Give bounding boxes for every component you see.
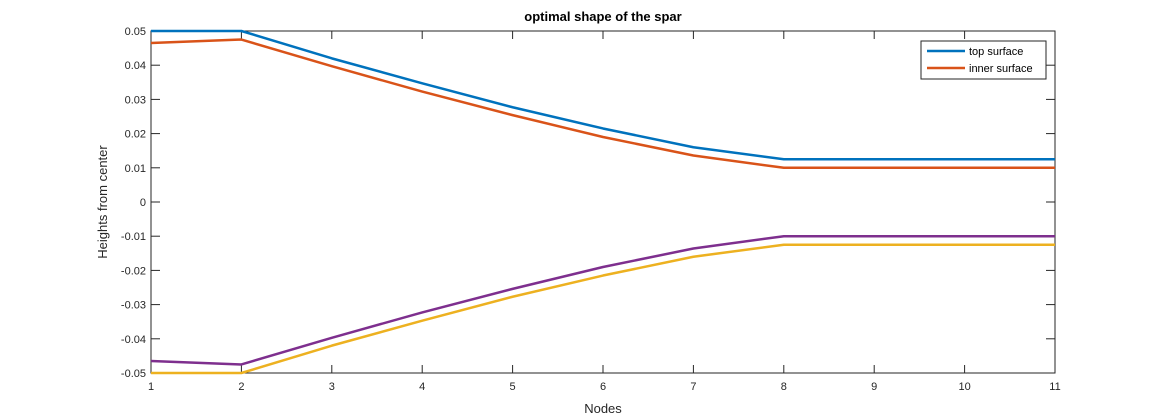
x-axis-label: Nodes (584, 401, 622, 416)
y-tick-label: 0.03 (125, 94, 146, 106)
y-axis-ticks: 0.05 0.04 0.03 0.02 0.01 0 -0.01 -0.02 -0.03 -0.0… (121, 26, 1055, 380)
y-tick-label: 0.05 (125, 26, 146, 38)
series-line-1 (151, 29, 1055, 161)
plot-area (150, 30, 1056, 374)
x-tick-label: 2 (238, 381, 244, 393)
x-tick-label: 8 (781, 381, 787, 393)
x-axis-ticks: 1 2 3 4 5 6 7 8 9 10 11 (148, 31, 1061, 393)
series-layer (150, 29, 1055, 375)
y-tick-label: -0.05 (121, 368, 146, 380)
x-tick-label: 10 (958, 381, 970, 393)
y-tick-label: 0.02 (125, 129, 146, 141)
x-tick-label: 4 (419, 381, 425, 393)
y-tick-label: -0.01 (121, 231, 146, 243)
x-tick-label: 9 (871, 381, 877, 393)
y-tick-label: -0.03 (121, 300, 146, 312)
legend: top surface inner surface (920, 40, 1047, 80)
y-tick-label: -0.04 (121, 334, 146, 346)
legend-label: inner surface (969, 63, 1033, 75)
x-tick-label: 3 (329, 381, 335, 393)
x-tick-label: 7 (690, 381, 696, 393)
x-tick-label: 6 (600, 381, 606, 393)
series-line-2 (150, 38, 1055, 170)
y-tick-label: 0.01 (125, 163, 146, 175)
y-tick-label: 0.04 (125, 60, 146, 72)
y-axis-label: Heights from center (95, 145, 110, 259)
x-tick-label: 5 (510, 381, 516, 393)
legend-box (920, 40, 1047, 80)
y-tick-label: 0 (140, 197, 146, 209)
legend-label: top surface (969, 46, 1023, 58)
x-tick-label: 11 (1049, 381, 1060, 393)
chart-title: optimal shape of the spar (524, 9, 681, 24)
x-tick-label: 1 (148, 381, 154, 393)
y-tick-label: -0.02 (121, 265, 146, 277)
series-line-4 (150, 234, 1055, 366)
series-line-3 (151, 243, 1055, 375)
